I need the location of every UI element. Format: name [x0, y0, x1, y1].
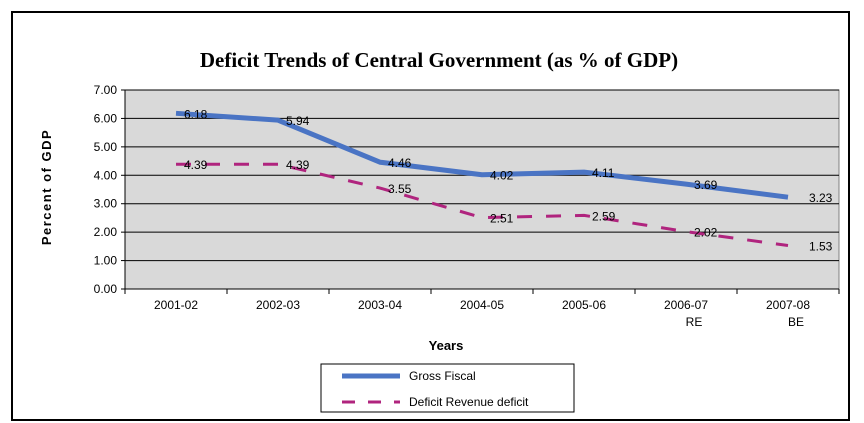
x-axis-title: Years	[429, 338, 464, 353]
data-label: 1.53	[809, 240, 833, 254]
y-tick-label: 2.00	[94, 225, 118, 239]
data-label: 2.51	[490, 212, 514, 226]
x-tick-label: 2002-03	[256, 298, 300, 312]
y-tick-label: 6.00	[94, 111, 118, 125]
y-axis-ticks: 0.00 1.00 2.00 3.00 4.00 5.00 6.00 7.00	[94, 83, 126, 296]
x-tick-label: 2006-07	[664, 298, 708, 312]
data-label: 5.94	[286, 114, 310, 128]
data-label: 4.39	[286, 158, 310, 172]
x-tick-label: BE	[788, 315, 804, 329]
y-axis-title: Percent of GDP	[39, 129, 54, 245]
data-label: 2.59	[592, 209, 616, 223]
x-axis-ticks: 2001-02 2002-03 2003-04 2004-05 2005-06 2006-…	[124, 289, 840, 329]
legend-label-2: Deficit Revenue deficit	[409, 395, 529, 409]
data-label: 4.02	[490, 169, 514, 183]
x-tick-label: 2001-02	[154, 298, 198, 312]
x-tick-label: 2003-04	[358, 298, 402, 312]
data-label: 3.69	[694, 178, 718, 192]
y-tick-label: 4.00	[94, 168, 118, 182]
y-tick-label: 7.00	[94, 83, 118, 97]
legend-label-1: Gross Fiscal	[409, 369, 476, 383]
y-tick-label: 1.00	[94, 254, 118, 268]
data-label: 4.46	[388, 156, 412, 170]
series-line-1	[175, 110, 789, 200]
x-tick-label: 2007-08	[766, 298, 810, 312]
data-label: 3.55	[388, 182, 412, 196]
data-label: 4.11	[592, 166, 615, 180]
chart-frame: Deficit Trends of Central Government (as…	[11, 11, 850, 421]
chart-title: Deficit Trends of Central Government (as…	[200, 48, 678, 72]
x-tick-label: 2004-05	[460, 298, 504, 312]
legend: Gross Fiscal Deficit Revenue deficit	[320, 363, 575, 413]
y-tick-label: 3.00	[94, 197, 118, 211]
x-tick-label: 2005-06	[562, 298, 606, 312]
data-label: 2.02	[694, 226, 718, 240]
data-labels: 6.18 5.94 4.46 4.02 4.11 3.69 3.23 4.39 4.39 3.55…	[184, 107, 833, 253]
chart: Deficit Trends of Central Government (as…	[39, 48, 840, 413]
legend-box	[320, 363, 575, 413]
data-label: 3.23	[809, 191, 833, 205]
series-line-2	[176, 162, 789, 247]
y-tick-label: 0.00	[94, 282, 118, 296]
data-label: 4.39	[184, 158, 208, 172]
data-label: 6.18	[184, 107, 208, 121]
y-tick-label: 5.00	[94, 140, 118, 154]
series-lines	[175, 110, 789, 247]
x-tick-label: RE	[686, 315, 703, 329]
